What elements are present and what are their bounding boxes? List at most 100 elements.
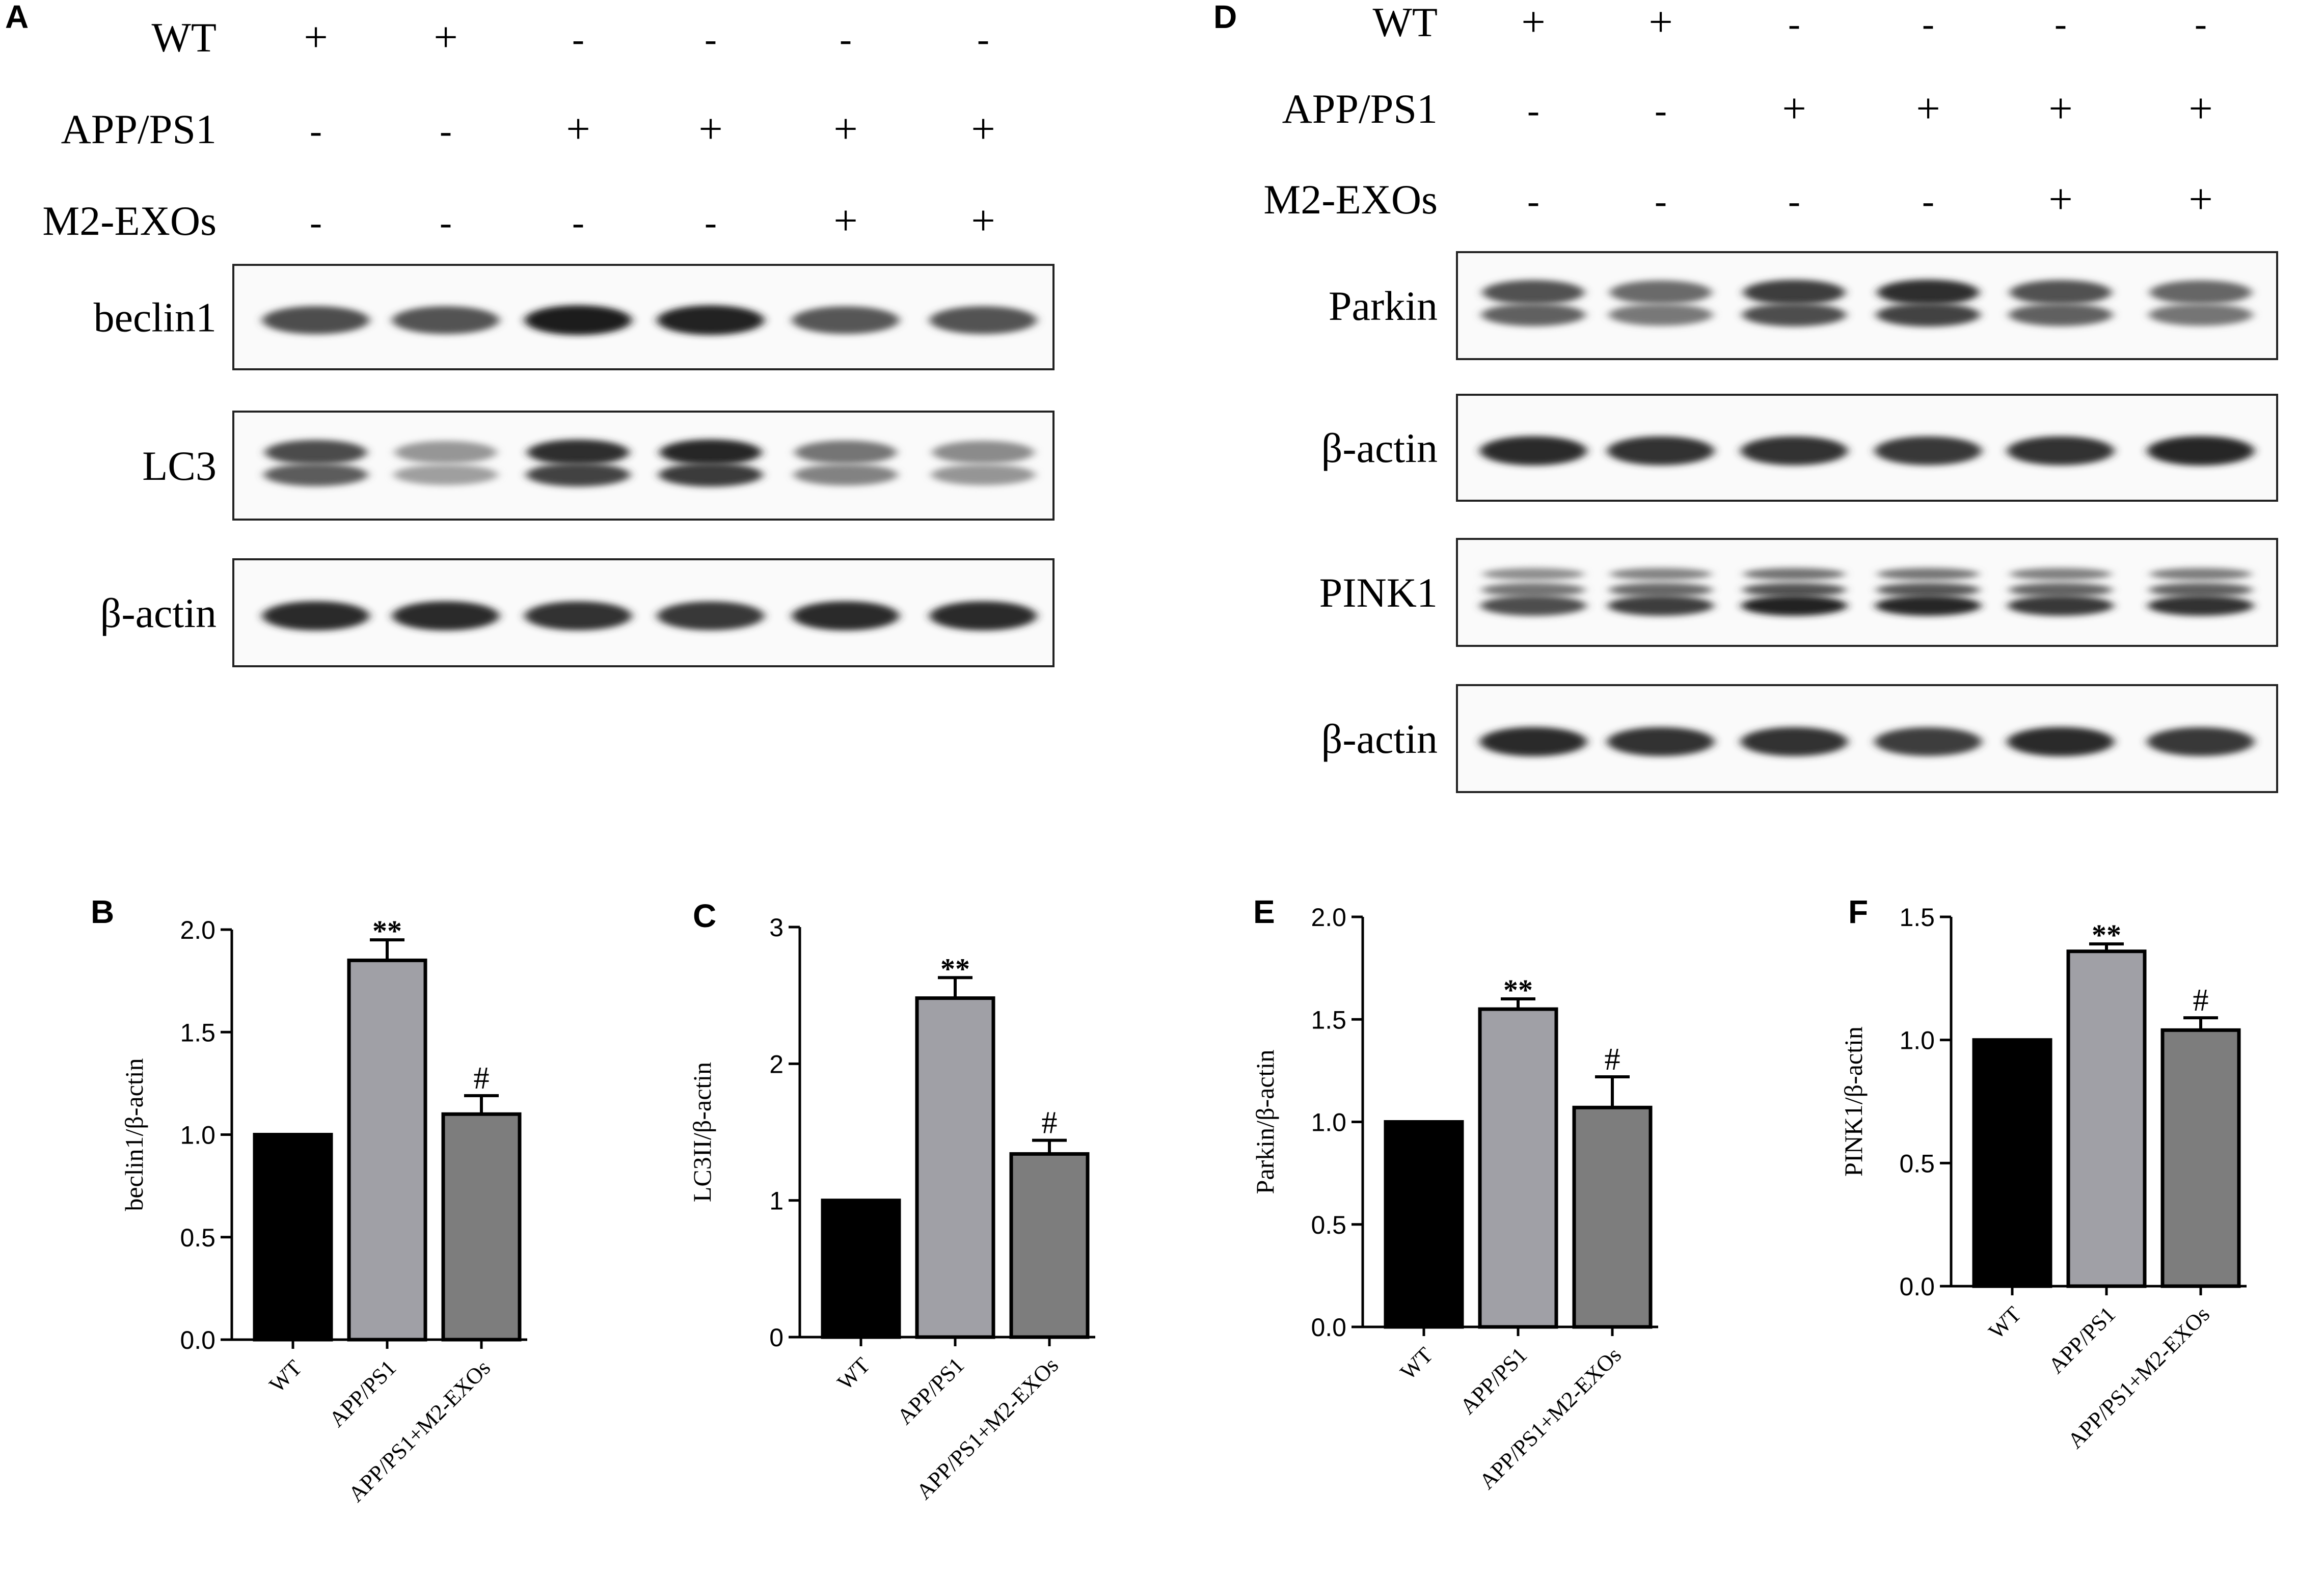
protein-band [2010,568,2112,580]
treatment-mark: + [698,105,722,153]
protein-band [2147,727,2254,756]
protein-band [1877,568,1979,580]
treatment-mark: - [310,111,322,151]
treatment-mark: + [566,105,590,153]
protein-band [392,306,499,334]
bar [821,1199,901,1339]
protein-band [262,601,369,631]
treatment-mark: - [840,19,852,60]
treatment-mark: + [1649,0,1672,46]
blot-label: β-actin [1321,425,1438,471]
treatment-mark: + [2188,85,2212,132]
y-tick-label: 1 [769,1187,783,1215]
protein-band [1877,279,1979,306]
significance-marker: ** [1503,973,1533,1007]
blot-label: β-actin [1321,716,1438,762]
protein-band [525,601,632,631]
blot-membrane [1456,251,2278,360]
protein-band [795,440,897,465]
x-tick-label: APP/PS1 [325,1355,401,1432]
significance-marker: # [474,1061,490,1096]
protein-band [526,463,630,487]
blot-label: Parkin [1329,283,1438,329]
x-tick-label: APP/PS1 [1455,1342,1532,1419]
protein-band [1607,436,1714,466]
protein-band [264,463,368,486]
x-tick-label: WT [832,1352,875,1395]
protein-band [1875,727,1982,756]
protein-band [2147,436,2254,466]
treatment-mark: + [833,105,857,153]
panel-letter: A [5,0,29,35]
treatment-mark: - [1527,181,1539,222]
y-tick-label: 1.5 [180,1018,215,1047]
y-axis-label: PINK1/β-actin [1839,1026,1868,1177]
protein-band [1742,583,1846,597]
protein-band [1481,303,1585,327]
significance-marker: # [1605,1042,1620,1077]
bar [347,958,427,1342]
bar [1478,1007,1558,1329]
protein-band [1741,436,1848,466]
protein-band [931,464,1035,485]
y-tick-label: 0.0 [180,1326,215,1354]
blot-membrane [1456,684,2278,793]
treatment-mark: + [304,14,328,61]
treatment-mark: - [2195,4,2207,44]
significance-marker: # [1042,1106,1058,1140]
protein-band [2148,595,2254,616]
bar [2066,949,2147,1288]
bar [1384,1120,1464,1329]
protein-band [1608,595,1714,616]
condition-label: M2-EXOs [1263,176,1438,223]
blot-label: LC3 [142,443,217,489]
y-tick-label: 2.0 [180,916,215,944]
treatment-mark: - [440,202,452,243]
protein-band [1480,595,1586,616]
treatment-mark: + [833,197,857,244]
treatment-mark: - [705,202,717,243]
treatment-mark: - [705,19,717,60]
y-tick-label: 0 [769,1323,783,1352]
protein-band [1610,568,1712,580]
x-tick-label: APP/PS1 [2044,1301,2121,1378]
y-axis-label: beclin1/β-actin [120,1058,148,1211]
bar-chart-f: F0.00.51.01.5PINK1/β-actinWT**APP/PS1#AP… [1839,893,2247,1453]
treatment-mark: - [1922,181,1934,222]
treatment-mark: + [2048,85,2072,132]
y-tick-label: 1.0 [1311,1108,1346,1137]
protein-band [2009,583,2113,597]
treatment-mark: - [1788,181,1800,222]
protein-band [792,306,899,334]
protein-band [1481,583,1585,597]
y-tick-label: 2.0 [1311,903,1346,932]
y-tick-label: 0.5 [1899,1149,1935,1178]
y-tick-label: 1.0 [1899,1026,1935,1055]
treatment-mark: + [1521,0,1545,46]
treatment-mark: - [1655,181,1667,222]
protein-band [395,441,497,464]
treatment-mark: + [2188,176,2212,223]
treatment-mark: + [434,14,457,61]
blot-membrane [232,558,1055,667]
treatment-mark: - [1655,90,1667,131]
significance-marker: ** [940,952,970,985]
protein-band [1743,280,1845,305]
x-tick-label: WT [264,1355,307,1397]
bar-chart-b: B 0.0 0.5 1.0 1.5 2.0 beclin1/β-actin WT ** APP/P… [91,893,527,1507]
western-blot-panel-a: A WT + + - - - - APP/PS1 - - + + + + M2-EXOs - - - - + + becli… [5,0,1055,667]
significance-marker: ** [2092,918,2121,952]
y-axis-label: LC3II/β-actin [688,1062,716,1202]
bar [1009,1152,1090,1339]
protein-band [930,601,1037,631]
protein-band [1742,303,1846,327]
protein-band [2150,280,2252,305]
protein-band [1876,303,1980,327]
treatment-mark: - [572,19,584,60]
blot-membrane [232,411,1055,521]
panel-letter: F [1848,893,1868,930]
protein-band [659,463,763,487]
y-tick-label: 1.5 [1311,1006,1346,1034]
bar-chart-c: C0123LC3II/β-actinWT**APP/PS1#APP/PS1+M2… [688,898,1095,1504]
